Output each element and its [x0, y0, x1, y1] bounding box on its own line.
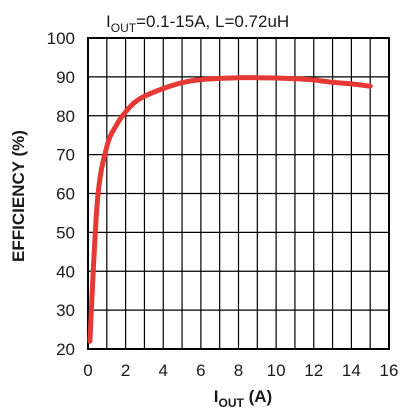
y-tick-label: 30 — [56, 301, 75, 320]
x-tick-label: 10 — [267, 361, 286, 380]
x-tick-label: 16 — [380, 361, 399, 380]
y-tick-label: 100 — [47, 29, 75, 48]
chart-title: IOUT=0.1-15A, L=0.72uH — [106, 12, 289, 35]
y-tick-labels: 20 30 40 50 60 70 80 90 100 — [47, 29, 75, 359]
y-tick-label: 90 — [56, 68, 75, 87]
grid — [88, 38, 389, 349]
x-tick-label: 4 — [159, 361, 168, 380]
x-tick-label: 0 — [83, 361, 92, 380]
y-tick-label: 40 — [56, 262, 75, 281]
x-tick-labels: 0 2 4 6 8 10 12 14 16 — [83, 361, 398, 380]
x-tick-label: 8 — [234, 361, 243, 380]
efficiency-series-line — [87, 75, 373, 344]
y-tick-label: 50 — [56, 223, 75, 242]
y-tick-label: 80 — [56, 107, 75, 126]
y-tick-label: 70 — [56, 146, 75, 165]
y-tick-label: 20 — [56, 340, 75, 359]
x-tick-label: 12 — [304, 361, 323, 380]
series-layer — [87, 75, 373, 344]
plot-frame — [87, 37, 390, 350]
x-axis-label: IOUT (A) — [214, 387, 272, 410]
x-tick-label: 2 — [121, 361, 130, 380]
x-tick-label: 14 — [342, 361, 361, 380]
x-tick-label: 6 — [196, 361, 205, 380]
y-tick-label: 60 — [56, 185, 75, 204]
y-axis-label: EFFICIENCY (%) — [9, 130, 28, 262]
